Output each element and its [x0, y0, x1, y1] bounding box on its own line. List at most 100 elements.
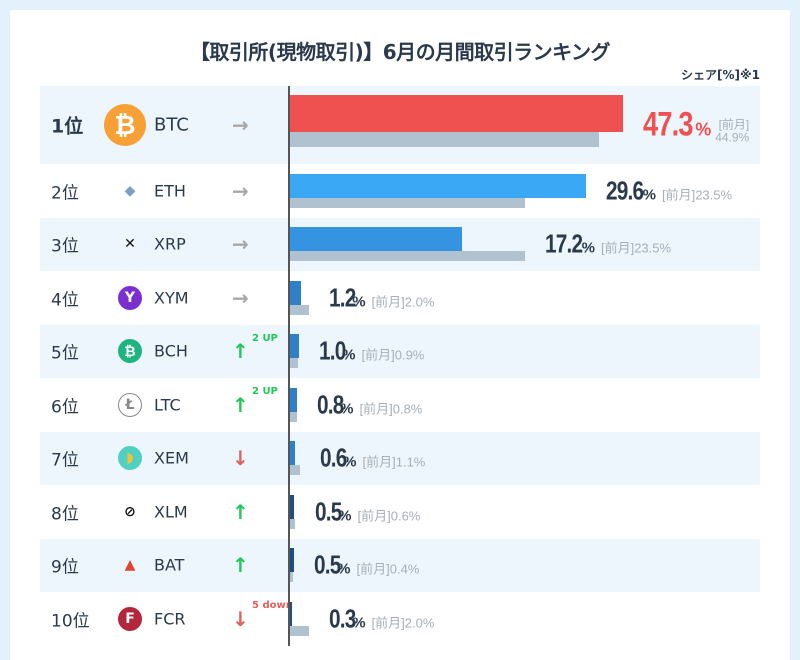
- share-number: 17.2: [545, 228, 583, 259]
- unit-label: シェア[%]※1: [680, 68, 760, 82]
- prev-label: [前月]: [661, 187, 696, 203]
- prev-value: 0.8%: [392, 401, 423, 417]
- share-value: 17.2% [前月]23.5%: [545, 229, 671, 260]
- share-number: 0.3: [329, 603, 356, 634]
- share-number: 0.5: [315, 496, 342, 527]
- rank-label: 4位: [51, 290, 79, 311]
- prev-share-bar: [289, 411, 297, 422]
- coin-symbol: BAT: [154, 555, 185, 575]
- percent-sign: %: [352, 614, 366, 632]
- prev-value: 0.6%: [390, 508, 421, 524]
- prev-value: 23.5%: [695, 187, 733, 203]
- share-value: 1.2% [前月]2.0%: [329, 282, 434, 313]
- share-number: 47.3: [643, 105, 694, 144]
- share-bar: [289, 95, 623, 132]
- prev-label: [前月]: [359, 401, 393, 417]
- rank-label: 10位: [51, 611, 90, 632]
- bitcoin-cash-icon: ₿: [118, 339, 142, 364]
- ranking-row-eth: 2位 ◆ ETH → 29.6% [前月]23.5%: [40, 164, 760, 218]
- prev-share-bar: [289, 132, 599, 147]
- share-bar: [289, 494, 294, 519]
- share-bar: [289, 601, 292, 626]
- ranking-row-btc: 1位 ₿ BTC → 47.3% [前月] 44.9%: [40, 86, 760, 164]
- percent-sign: %: [340, 400, 354, 418]
- trend-up-icon: ↑: [232, 392, 249, 417]
- share-number: 0.8: [317, 389, 344, 420]
- percent-sign: %: [581, 239, 595, 257]
- ranking-list: 1位 ₿ BTC → 47.3% [前月] 44.9% 2位 ◆ ETH → 29.…: [40, 86, 760, 646]
- share-value: 47.3% [前月] 44.9%: [643, 106, 749, 145]
- share-bar: [289, 548, 294, 573]
- rank-label: 3位: [51, 236, 79, 257]
- share-value: 0.3% [前月]2.0%: [329, 603, 434, 634]
- ranking-row-fcr: 10位 F FCR ↓ 5 down 0.3% [前月]2.0%: [40, 592, 760, 646]
- prev-share-bar: [289, 304, 310, 315]
- litecoin-icon: Ł: [118, 392, 142, 417]
- bitcoin-icon: ₿: [104, 104, 146, 146]
- share-bar: [289, 280, 301, 305]
- rank-label: 7位: [51, 450, 79, 471]
- prev-share-bar: [289, 358, 298, 369]
- prev-label: [前月]: [356, 561, 390, 577]
- ranking-row-xlm: 8位 ⊘ XLM ↑ 0.5% [前月]0.6%: [40, 485, 760, 539]
- trend-up-icon: ↑: [232, 553, 249, 578]
- rank-label: 6位: [51, 397, 79, 418]
- share-value: 0.5% [前月]0.4%: [314, 550, 419, 581]
- stellar-icon: ⊘: [124, 503, 136, 520]
- share-value: 29.6% [前月]23.5%: [606, 175, 732, 206]
- trend-flat-icon: →: [232, 178, 249, 203]
- bat-icon: ▲: [124, 557, 136, 574]
- coin-symbol: XYM: [154, 288, 189, 308]
- rank-label: 8位: [51, 504, 79, 525]
- trend-up-icon: ↑: [232, 499, 249, 524]
- prev-value: 0.9%: [394, 347, 425, 363]
- page-title: 【取引所(現物取引)】6月の月間取引ランキング: [189, 40, 611, 64]
- share-value: 0.6% [前月]1.1%: [320, 443, 425, 474]
- prev-label: [前月]: [357, 508, 391, 524]
- chart-axis: [288, 86, 290, 646]
- prev-share-bar: [289, 625, 310, 636]
- prev-label: [前月]: [371, 615, 405, 631]
- prev-value: 2.0%: [404, 294, 435, 310]
- ranking-row-xrp: 3位 ✕ XRP → 17.2% [前月]23.5%: [40, 217, 760, 271]
- percent-sign: %: [337, 560, 351, 578]
- coin-symbol: LTC: [154, 395, 181, 415]
- ranking-row-bch: 5位 ₿ BCH ↑ 2 UP 1.0% [前月]0.9%: [40, 324, 760, 378]
- prev-value: 44.9%: [715, 130, 750, 145]
- prev-label: [前月]: [600, 240, 635, 256]
- percent-sign: %: [342, 346, 356, 364]
- nem-icon: ◗: [118, 446, 142, 471]
- trend-up-icon: ↑: [232, 339, 249, 364]
- trend-flat-icon: →: [232, 285, 249, 310]
- symbol-icon: Y: [118, 285, 142, 310]
- prev-value: 0.4%: [389, 561, 420, 577]
- prev-share-bar: [289, 251, 525, 262]
- coin-symbol: XEM: [154, 448, 189, 468]
- percent-sign: %: [352, 293, 366, 311]
- prev-label: [前月]: [718, 117, 750, 132]
- rank-change-badge: 5 down: [252, 600, 293, 611]
- ranking-row-xem: 7位 ◗ XEM ↓ 0.6% [前月]1.1%: [40, 431, 760, 485]
- share-number: 1.0: [319, 335, 346, 366]
- percent-sign: %: [642, 186, 656, 204]
- share-bar: [289, 227, 462, 252]
- ranking-row-bat: 9位 ▲ BAT ↑ 0.5% [前月]0.4%: [40, 538, 760, 592]
- prev-label: [前月]: [371, 294, 405, 310]
- ranking-row-ltc: 6位 Ł LTC ↑ 2 UP 0.8% [前月]0.8%: [40, 378, 760, 432]
- prev-share-bar: [289, 197, 525, 208]
- prev-share-bar: [289, 518, 295, 529]
- share-value: 0.8% [前月]0.8%: [317, 389, 422, 420]
- coin-symbol: ETH: [154, 181, 186, 201]
- percent-sign: %: [695, 119, 712, 140]
- prev-share-bar: [289, 572, 293, 583]
- share-bar: [289, 173, 586, 198]
- share-bar: [289, 334, 299, 359]
- prev-value: 2.0%: [404, 615, 435, 631]
- share-number: 0.5: [314, 549, 341, 580]
- prev-value: 23.5%: [634, 240, 672, 256]
- prev-label: [前月]: [362, 454, 396, 470]
- trend-flat-icon: →: [232, 113, 249, 137]
- trend-down-icon: ↓: [232, 606, 249, 631]
- coin-symbol: FCR: [154, 609, 186, 629]
- ranking-row-xym: 4位 Y XYM → 1.2% [前月]2.0%: [40, 271, 760, 325]
